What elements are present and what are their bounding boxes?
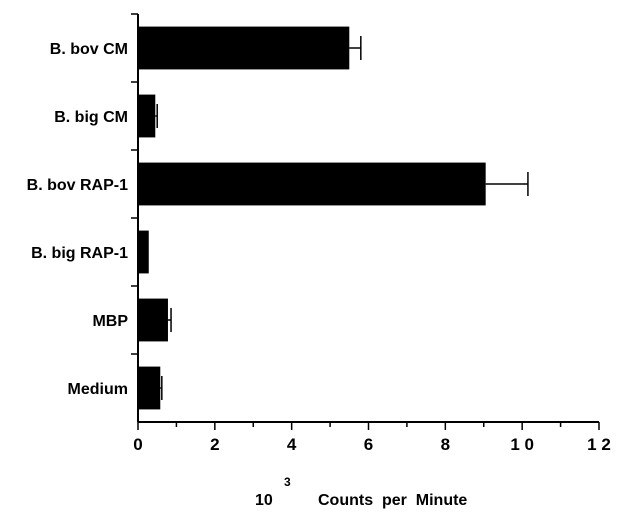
bars-group [138,26,486,410]
category-label: B. bov RAP-1 [27,177,128,194]
x-tick-label: 0 [133,435,142,454]
bar [138,26,350,70]
x-tick-label: 1 2 [587,435,611,454]
category-label: Medium [68,381,128,398]
x-ticks-group: 0 2 4 6 8 1 0 1 2 [133,422,611,454]
bar [138,230,149,274]
x-axis-title-text: Counts per Minute [318,492,467,509]
x-tick-label: 6 [364,435,373,454]
x-axis-title-base: 10 [255,492,273,509]
bar [138,366,161,410]
category-label: MBP [92,313,128,330]
error-bars-group [155,36,529,400]
bar [138,162,486,206]
category-label: B. bov CM [50,41,128,58]
x-axis-title-exponent: 3 [284,475,291,489]
bar [138,94,156,138]
x-tick-label: 8 [441,435,450,454]
category-labels-group: B. bov CM B. big CM B. bov RAP-1 B. big RAP… [27,41,129,398]
bar [138,298,168,342]
x-tick-label: 4 [287,435,297,454]
category-label: B. big CM [54,109,128,126]
x-tick-label: 2 [210,435,219,454]
axes-group [131,13,599,423]
x-axis-title: 10 3 Counts per Minute [255,475,467,509]
category-label: B. big RAP-1 [31,245,128,262]
x-tick-label: 1 0 [510,435,534,454]
